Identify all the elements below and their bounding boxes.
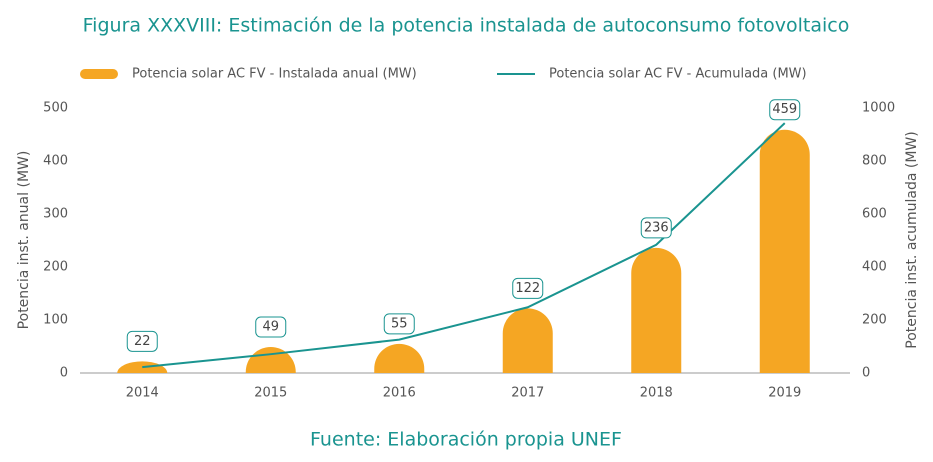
value-label: 22 <box>134 334 151 349</box>
x-tick-label: 2014 <box>126 386 159 401</box>
y2-tick-label: 200 <box>862 313 887 328</box>
x-tick-label: 2017 <box>511 386 544 401</box>
value-label-box <box>126 330 158 352</box>
value-label-box <box>512 277 544 299</box>
value-label: 236 <box>644 220 669 235</box>
chart-source: Fuente: Elaboración propia UNEF <box>310 429 622 451</box>
value-label-box <box>383 313 415 335</box>
bar <box>631 247 682 373</box>
x-tick-label: 2016 <box>383 386 416 401</box>
y-tick-label: 0 <box>60 366 68 381</box>
y-tick-label: 300 <box>43 207 68 222</box>
value-label: 49 <box>262 320 279 335</box>
value-label-box <box>255 316 287 338</box>
y2-tick-label: 1000 <box>862 101 895 116</box>
y2-tick-label: 800 <box>862 154 887 169</box>
y2-tick-label: 400 <box>862 260 887 275</box>
legend-label: Potencia solar AC FV - Acumulada (MW) <box>549 67 807 82</box>
value-label: 55 <box>391 316 408 331</box>
x-tick-label: 2018 <box>640 386 673 401</box>
value-label: 459 <box>772 102 797 117</box>
bar <box>245 347 296 373</box>
y2-tick-label: 600 <box>862 207 887 222</box>
y2-axis-label: Potencia inst. acumulada (MW) <box>904 131 920 348</box>
y-tick-label: 400 <box>43 154 68 169</box>
y2-tick-label: 0 <box>862 366 870 381</box>
bar <box>374 343 425 373</box>
y-tick-label: 200 <box>43 260 68 275</box>
y-tick-label: 500 <box>43 101 68 116</box>
x-tick-label: 2019 <box>768 386 801 401</box>
value-label-box <box>640 217 672 239</box>
value-label: 122 <box>515 281 540 296</box>
legend-swatch <box>80 69 118 79</box>
legend-label: Potencia solar AC FV - Instalada anual (… <box>132 67 417 82</box>
bar <box>502 308 553 373</box>
y-tick-label: 100 <box>43 313 68 328</box>
value-label-box <box>769 99 801 121</box>
bar <box>759 129 810 373</box>
y-axis-label: Potencia inst. anual (MW) <box>16 151 32 330</box>
line <box>142 122 786 369</box>
chart-title: Figura XXXVIII: Estimación de la potenci… <box>83 15 850 37</box>
x-tick-label: 2015 <box>254 386 287 401</box>
